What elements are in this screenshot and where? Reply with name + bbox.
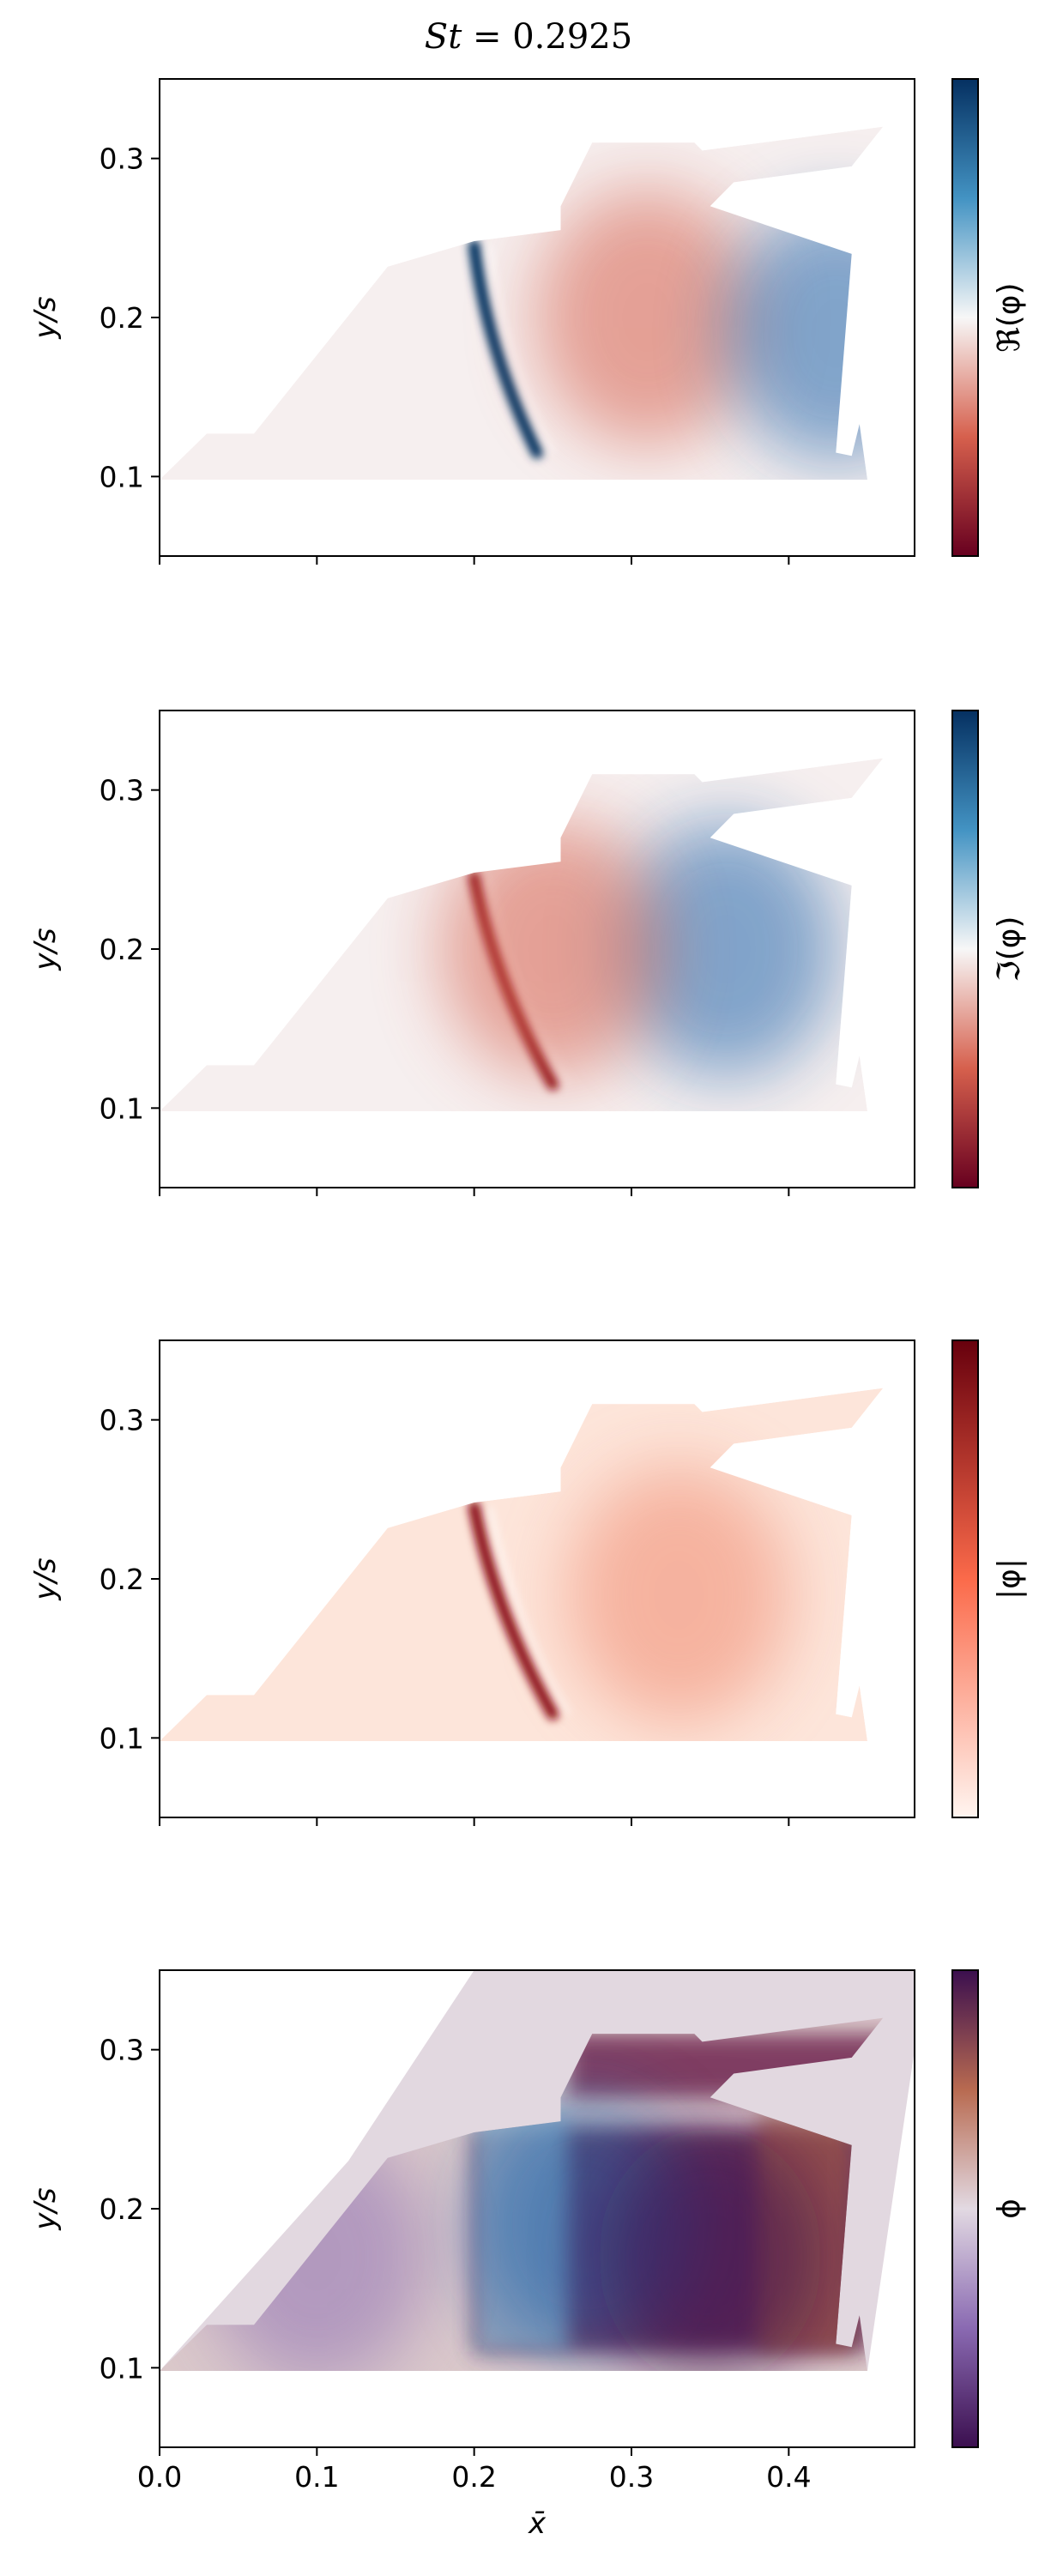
panel-4: 0.1 0.2 0.3 0.0 0.1 0.2 0.3 0.4 y/s ϕ x̄ [28, 1969, 1027, 2541]
colorbar [951, 1339, 979, 1818]
colorbar-label: ϕ [992, 2198, 1027, 2219]
heatmap-field [160, 1388, 884, 1741]
figure-title: St = 0.2925 [0, 17, 1057, 57]
colorbar [951, 78, 979, 557]
y-tick-label: 0.1 [100, 2351, 144, 2385]
heatmap-field [160, 758, 884, 1111]
x-tick-label: 0.4 [766, 2460, 811, 2494]
blob-feature [724, 204, 884, 463]
x-tick-label: 0.1 [294, 2460, 339, 2494]
panel-1: 0.1 0.2 0.3 y/s ℜ(φ) [28, 78, 1027, 565]
x-axis-label: x̄ [528, 2506, 547, 2541]
y-axis-label: y/s [28, 296, 63, 339]
y-axis-label: y/s [28, 2187, 63, 2230]
y-tick-label: 0.3 [100, 1404, 144, 1437]
y-tick-label: 0.1 [100, 1091, 144, 1125]
title-symbol: St [424, 17, 462, 57]
y-tick-label: 0.2 [100, 2192, 144, 2226]
blob-feature [535, 189, 759, 446]
blob-feature [441, 820, 665, 1078]
y-tick-label: 0.1 [100, 1721, 144, 1755]
blob-feature [614, 820, 837, 1078]
title-value: = 0.2925 [462, 17, 633, 57]
y-tick-label: 0.2 [100, 1563, 144, 1596]
blob-feature [598, 2127, 822, 2371]
x-tick-label: 0.0 [137, 2460, 182, 2494]
y-tick-label: 0.1 [100, 460, 144, 493]
colorbar-label: ℑ(φ) [992, 916, 1027, 983]
x-tick-label: 0.3 [609, 2460, 654, 2494]
y-tick-label: 0.2 [100, 933, 144, 966]
heatmap-field [160, 126, 884, 480]
y-axis-label: y/s [28, 1557, 63, 1600]
y-tick-label: 0.3 [100, 774, 144, 807]
colorbar [951, 1969, 979, 2448]
shock-feature [468, 1501, 559, 1720]
y-tick-label: 0.3 [100, 142, 144, 176]
shock-feature [468, 239, 543, 459]
noise-region [205, 2127, 429, 2371]
colorbar-label: |φ| [992, 1558, 1027, 1599]
blob-feature [567, 1466, 790, 1724]
x-tick-label: 0.2 [451, 2460, 496, 2494]
colorbar-label: ℜ(φ) [992, 282, 1027, 352]
heatmap-field [160, 1970, 915, 2371]
y-tick-label: 0.3 [100, 2034, 144, 2067]
y-axis-label: y/s [28, 928, 63, 971]
colorbar [951, 710, 979, 1188]
panel-2: 0.1 0.2 0.3 y/s ℑ(φ) [28, 710, 1027, 1196]
panel-3: 0.1 0.2 0.3 y/s |φ| [28, 1339, 1027, 1826]
y-tick-label: 0.2 [100, 301, 144, 335]
